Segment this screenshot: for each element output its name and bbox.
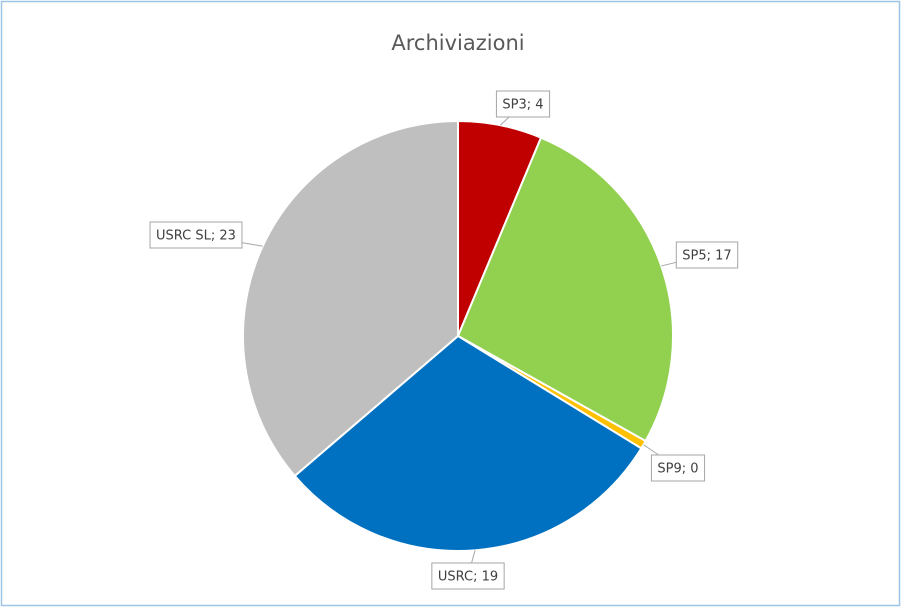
data-label: SP9; 0	[657, 462, 698, 477]
data-label: USRC SL; 23	[156, 229, 236, 244]
label-box	[149, 221, 243, 249]
data-label: USRC; 19	[438, 570, 498, 585]
label-box	[431, 562, 505, 590]
label-box	[675, 241, 739, 269]
pie-slice	[242, 119, 459, 478]
data-label: SP3; 4	[502, 98, 543, 113]
label-box	[650, 454, 706, 482]
label-box	[495, 90, 551, 118]
chart-title: Archiviazioni	[391, 31, 524, 55]
data-label: SP5; 17	[682, 249, 731, 264]
